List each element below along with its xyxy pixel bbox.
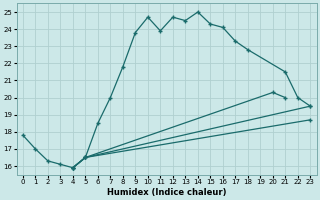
X-axis label: Humidex (Indice chaleur): Humidex (Indice chaleur) — [107, 188, 226, 197]
